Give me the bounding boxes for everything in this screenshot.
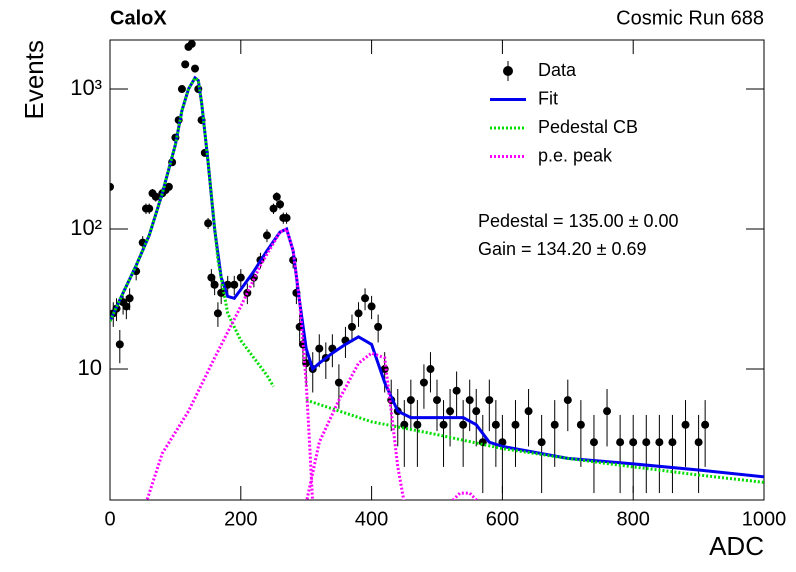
data-point <box>446 407 455 416</box>
data-point <box>668 438 677 447</box>
data-point <box>537 438 546 447</box>
x-tick-label: 200 <box>224 508 257 530</box>
data-point <box>187 40 196 48</box>
chart-subtitle: Cosmic Run 688 <box>616 7 764 29</box>
data-point <box>125 294 134 303</box>
data-point <box>269 204 278 213</box>
x-axis-label: ADC <box>709 531 764 561</box>
data-point <box>354 309 363 318</box>
data-point <box>550 420 559 429</box>
data-point <box>459 420 468 429</box>
data-point <box>361 294 370 303</box>
data-point <box>400 420 409 429</box>
x-tick-label: 400 <box>355 508 388 530</box>
data-point <box>282 213 291 222</box>
data-point <box>681 420 690 429</box>
data-point <box>213 309 222 318</box>
data-point <box>563 396 572 405</box>
data-point <box>406 396 415 405</box>
data-point <box>217 288 226 297</box>
data-point <box>204 219 213 228</box>
annotation: Gain = 134.20 ± 0.69 <box>478 239 647 259</box>
x-tick-label: 800 <box>617 508 650 530</box>
data-point <box>701 420 710 429</box>
data-point <box>272 192 281 201</box>
legend-marker <box>503 66 513 76</box>
data-point <box>419 378 428 387</box>
data-point <box>177 85 186 94</box>
data-point <box>347 322 356 331</box>
data-point <box>616 438 625 447</box>
data-point <box>452 386 461 395</box>
y-tick-label: 10² <box>70 215 102 240</box>
data-point <box>642 438 651 447</box>
data-point <box>465 396 474 405</box>
fit-curve <box>110 75 764 484</box>
data-point <box>145 204 154 213</box>
legend-label: Pedestal CB <box>538 117 638 137</box>
data-point <box>413 420 422 429</box>
data-point <box>433 396 441 405</box>
data-point <box>603 407 612 416</box>
annotation: Pedestal = 135.00 ± 0.00 <box>478 211 679 231</box>
y-tick-label: 10 <box>78 355 102 380</box>
data-point <box>472 407 481 416</box>
data-point <box>655 438 664 447</box>
data-point <box>367 302 376 311</box>
plot-area <box>110 40 764 500</box>
legend-label: Data <box>538 60 577 80</box>
data-point <box>576 420 585 429</box>
data-point <box>236 273 245 282</box>
data-point <box>426 365 435 374</box>
data-point <box>629 438 638 447</box>
data-point <box>374 322 383 331</box>
data-point <box>589 438 598 447</box>
data-point <box>181 60 190 69</box>
y-axis-label: Events <box>19 40 49 120</box>
data-point <box>115 340 124 349</box>
data-point <box>122 302 131 311</box>
data-point <box>230 280 239 289</box>
data-point <box>439 420 448 429</box>
x-tick-label: 0 <box>104 508 115 530</box>
y-tick-label: 10³ <box>70 75 102 100</box>
plot-frame <box>109 39 765 501</box>
x-tick-label: 1000 <box>742 508 787 530</box>
data-point <box>210 280 219 289</box>
data-point <box>207 273 216 282</box>
x-tick-label: 600 <box>486 508 519 530</box>
data-point <box>262 231 271 240</box>
data-point <box>485 396 494 405</box>
legend-label: p.e. peak <box>538 145 613 165</box>
data-point <box>524 407 533 416</box>
chart-title: CaloX <box>110 7 167 29</box>
data-point <box>511 420 520 429</box>
legend-label: Fit <box>538 88 558 108</box>
data-point <box>191 64 200 73</box>
fit-curve <box>145 226 479 500</box>
data-point <box>694 438 703 447</box>
data-point <box>276 200 285 209</box>
data-point <box>491 420 500 429</box>
data-point <box>110 182 114 191</box>
data-point <box>151 192 160 201</box>
data-point <box>164 182 173 191</box>
data-point <box>334 378 343 387</box>
data-point <box>315 344 324 353</box>
